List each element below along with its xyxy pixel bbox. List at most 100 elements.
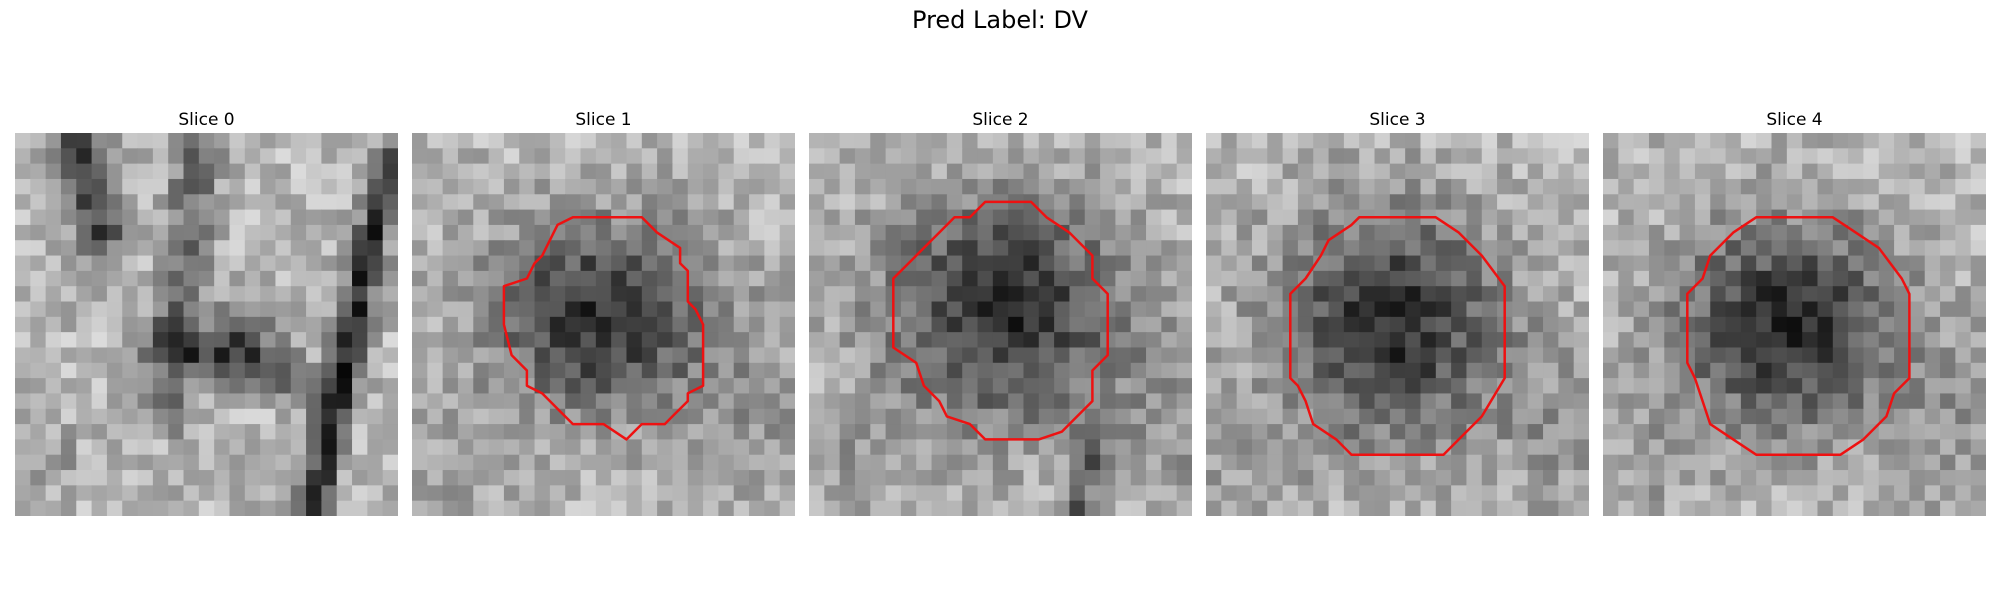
pixel (1115, 163, 1132, 180)
pixel (1497, 393, 1513, 410)
pixel (900, 424, 917, 440)
pixel (367, 485, 384, 502)
pixel (1359, 362, 1376, 379)
pixel (457, 178, 474, 195)
pixel (1633, 454, 1650, 471)
pixel (749, 316, 765, 333)
pixel (1451, 408, 1468, 425)
pixel (641, 133, 658, 149)
pixel (91, 378, 108, 395)
pixel (1374, 255, 1391, 272)
pixel (1894, 332, 1910, 349)
pixel (992, 408, 1009, 425)
pixel (412, 148, 428, 165)
pixel (1161, 178, 1178, 195)
pixel (382, 393, 398, 410)
pixel (1405, 163, 1422, 180)
pixel (824, 439, 841, 456)
pixel (1206, 362, 1222, 379)
pixel (367, 470, 384, 486)
pixel (1466, 224, 1483, 241)
pixel (1802, 133, 1819, 149)
pixel (672, 163, 689, 180)
pixel (260, 362, 277, 379)
pixel (1176, 286, 1192, 303)
pixel (1648, 316, 1665, 333)
pixel (1573, 286, 1589, 303)
pixel (1176, 424, 1192, 440)
pixel (534, 393, 551, 410)
pixel (1221, 178, 1238, 195)
pixel (992, 378, 1009, 395)
pixel (1512, 378, 1529, 395)
pixel (91, 500, 108, 516)
pixel (1161, 224, 1178, 241)
pixel (1146, 270, 1162, 287)
pixel (1940, 362, 1956, 379)
pixel (1573, 255, 1589, 272)
pixel (1389, 485, 1406, 502)
pixel (45, 224, 62, 241)
pixel (1115, 148, 1132, 165)
pixel (657, 301, 674, 318)
pixel (1955, 163, 1972, 180)
pixel (1435, 163, 1452, 180)
pixel (1420, 240, 1437, 257)
pixel (1328, 393, 1345, 410)
pixel (1023, 178, 1040, 195)
pixel (275, 378, 292, 395)
pixel (1054, 178, 1071, 195)
pixel (749, 454, 765, 471)
pixel (779, 163, 795, 180)
pixel (1573, 178, 1589, 195)
pixel (1176, 209, 1192, 226)
pixel (442, 500, 459, 516)
pixel (549, 240, 566, 257)
pixel (733, 393, 750, 410)
pixel (1130, 163, 1147, 180)
pixel (1161, 301, 1178, 318)
pixel (1970, 470, 1986, 486)
pixel (549, 362, 566, 379)
pixel (1115, 424, 1132, 440)
pixel (352, 408, 368, 425)
pixel (1725, 194, 1742, 211)
pixel (1970, 439, 1986, 456)
pixel (1848, 286, 1865, 303)
pixel (1909, 500, 1926, 516)
pixel (977, 301, 994, 318)
pixel (641, 148, 658, 165)
pixel (229, 133, 246, 149)
pixel (1359, 500, 1376, 516)
pixel (244, 301, 261, 318)
pixel (687, 209, 704, 226)
pixel (1802, 224, 1819, 241)
pixel (657, 270, 674, 287)
pixel (260, 178, 277, 195)
pixel (30, 240, 47, 257)
pixel (1786, 408, 1803, 425)
pixel (122, 332, 139, 349)
pixel (198, 224, 215, 241)
pixel (1573, 301, 1589, 318)
pixel (931, 347, 948, 364)
pixel (367, 301, 384, 318)
pixel (1940, 286, 1956, 303)
pixel (1802, 270, 1819, 287)
pixel (1848, 301, 1865, 318)
pixel (1206, 378, 1222, 395)
pixel (60, 424, 77, 440)
pixel (703, 500, 719, 516)
pixel (854, 148, 871, 165)
pixel (1343, 378, 1360, 395)
pixel (1297, 194, 1314, 211)
pixel (1786, 332, 1803, 349)
pixel (687, 408, 704, 425)
pixel (733, 133, 750, 149)
pixel (1161, 209, 1178, 226)
pixel (1848, 316, 1865, 333)
pixel (1497, 163, 1513, 180)
pixel (1343, 332, 1360, 349)
pixel (352, 178, 368, 195)
pixel (703, 240, 719, 257)
